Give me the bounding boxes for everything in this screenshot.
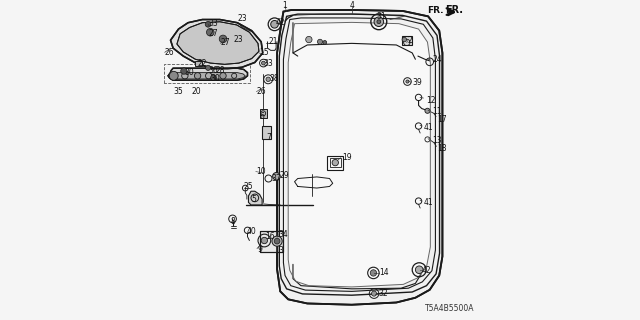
Circle shape	[272, 236, 282, 246]
Text: 27: 27	[221, 38, 230, 47]
Text: 36: 36	[208, 66, 218, 75]
Text: 22: 22	[198, 59, 207, 68]
Text: 19: 19	[342, 153, 352, 162]
Polygon shape	[288, 22, 430, 287]
Text: 42: 42	[422, 266, 431, 275]
Circle shape	[220, 35, 227, 43]
Text: 39: 39	[412, 78, 422, 87]
Circle shape	[180, 68, 187, 74]
Text: 9: 9	[258, 245, 262, 254]
Circle shape	[371, 291, 376, 296]
Circle shape	[306, 36, 312, 43]
Bar	[260, 108, 267, 118]
Text: 5: 5	[251, 195, 256, 204]
Circle shape	[406, 80, 409, 83]
Bar	[330, 158, 341, 167]
Circle shape	[195, 73, 201, 79]
Text: 1: 1	[283, 1, 287, 10]
Bar	[195, 60, 202, 66]
Circle shape	[332, 159, 339, 166]
Text: 18: 18	[437, 144, 447, 153]
Circle shape	[220, 73, 226, 79]
Circle shape	[205, 21, 211, 27]
Bar	[260, 231, 284, 252]
Text: 29: 29	[279, 171, 289, 180]
Text: T5A4B5500A: T5A4B5500A	[425, 304, 474, 313]
Circle shape	[274, 238, 280, 244]
Text: 38: 38	[269, 74, 279, 83]
Text: 30: 30	[184, 68, 194, 77]
Text: 21: 21	[269, 37, 278, 46]
Text: 20: 20	[191, 87, 201, 96]
Circle shape	[207, 28, 214, 36]
Text: 42: 42	[275, 18, 285, 27]
Bar	[327, 156, 343, 170]
Circle shape	[415, 266, 423, 274]
Circle shape	[261, 237, 268, 244]
Polygon shape	[168, 68, 248, 80]
Circle shape	[211, 75, 216, 81]
Text: 17: 17	[437, 115, 447, 124]
Text: 26: 26	[257, 87, 266, 96]
Text: 25: 25	[244, 182, 253, 191]
Circle shape	[170, 71, 178, 80]
Text: 16: 16	[266, 232, 275, 241]
Text: 2: 2	[408, 36, 412, 45]
Circle shape	[377, 20, 381, 24]
Circle shape	[402, 37, 406, 42]
Text: 26: 26	[164, 48, 174, 57]
Text: 6: 6	[260, 112, 264, 121]
Text: 12: 12	[426, 96, 435, 105]
Bar	[402, 36, 412, 45]
Text: 8: 8	[230, 217, 235, 226]
Text: 33: 33	[264, 59, 273, 68]
Text: 10: 10	[256, 167, 266, 176]
Text: 32: 32	[379, 289, 388, 298]
Circle shape	[266, 77, 270, 82]
Text: 37: 37	[271, 174, 282, 183]
Circle shape	[205, 65, 211, 70]
Circle shape	[370, 270, 376, 276]
Polygon shape	[169, 73, 245, 79]
Circle shape	[273, 172, 280, 180]
Polygon shape	[277, 10, 442, 305]
Text: 11: 11	[432, 107, 442, 116]
Text: 14: 14	[379, 268, 388, 277]
Text: 40: 40	[246, 227, 256, 236]
Polygon shape	[170, 20, 263, 69]
Bar	[260, 231, 284, 252]
Circle shape	[323, 41, 326, 44]
Text: 23: 23	[234, 35, 243, 44]
Text: 30: 30	[211, 74, 220, 83]
Circle shape	[374, 17, 383, 27]
Text: 23: 23	[238, 14, 248, 23]
Text: 15: 15	[259, 48, 269, 57]
Text: 4: 4	[349, 1, 354, 10]
Text: 33: 33	[208, 19, 218, 28]
Text: 41: 41	[424, 198, 433, 207]
Text: 24: 24	[433, 55, 442, 64]
Polygon shape	[177, 22, 259, 64]
Text: FR.: FR.	[445, 5, 463, 15]
Circle shape	[271, 20, 278, 28]
Text: 31: 31	[376, 12, 386, 21]
Text: 34: 34	[278, 230, 289, 239]
Text: FR.: FR.	[427, 6, 444, 15]
Text: 7: 7	[266, 133, 271, 142]
Circle shape	[425, 108, 430, 113]
Bar	[262, 126, 271, 139]
Text: 27: 27	[208, 29, 218, 38]
Text: 41: 41	[424, 123, 433, 132]
Polygon shape	[248, 191, 262, 205]
Circle shape	[317, 39, 323, 44]
Circle shape	[262, 61, 266, 65]
Text: 13: 13	[432, 136, 442, 145]
Text: 35: 35	[173, 87, 184, 96]
Text: 28: 28	[216, 66, 225, 75]
Text: 3: 3	[278, 246, 284, 255]
